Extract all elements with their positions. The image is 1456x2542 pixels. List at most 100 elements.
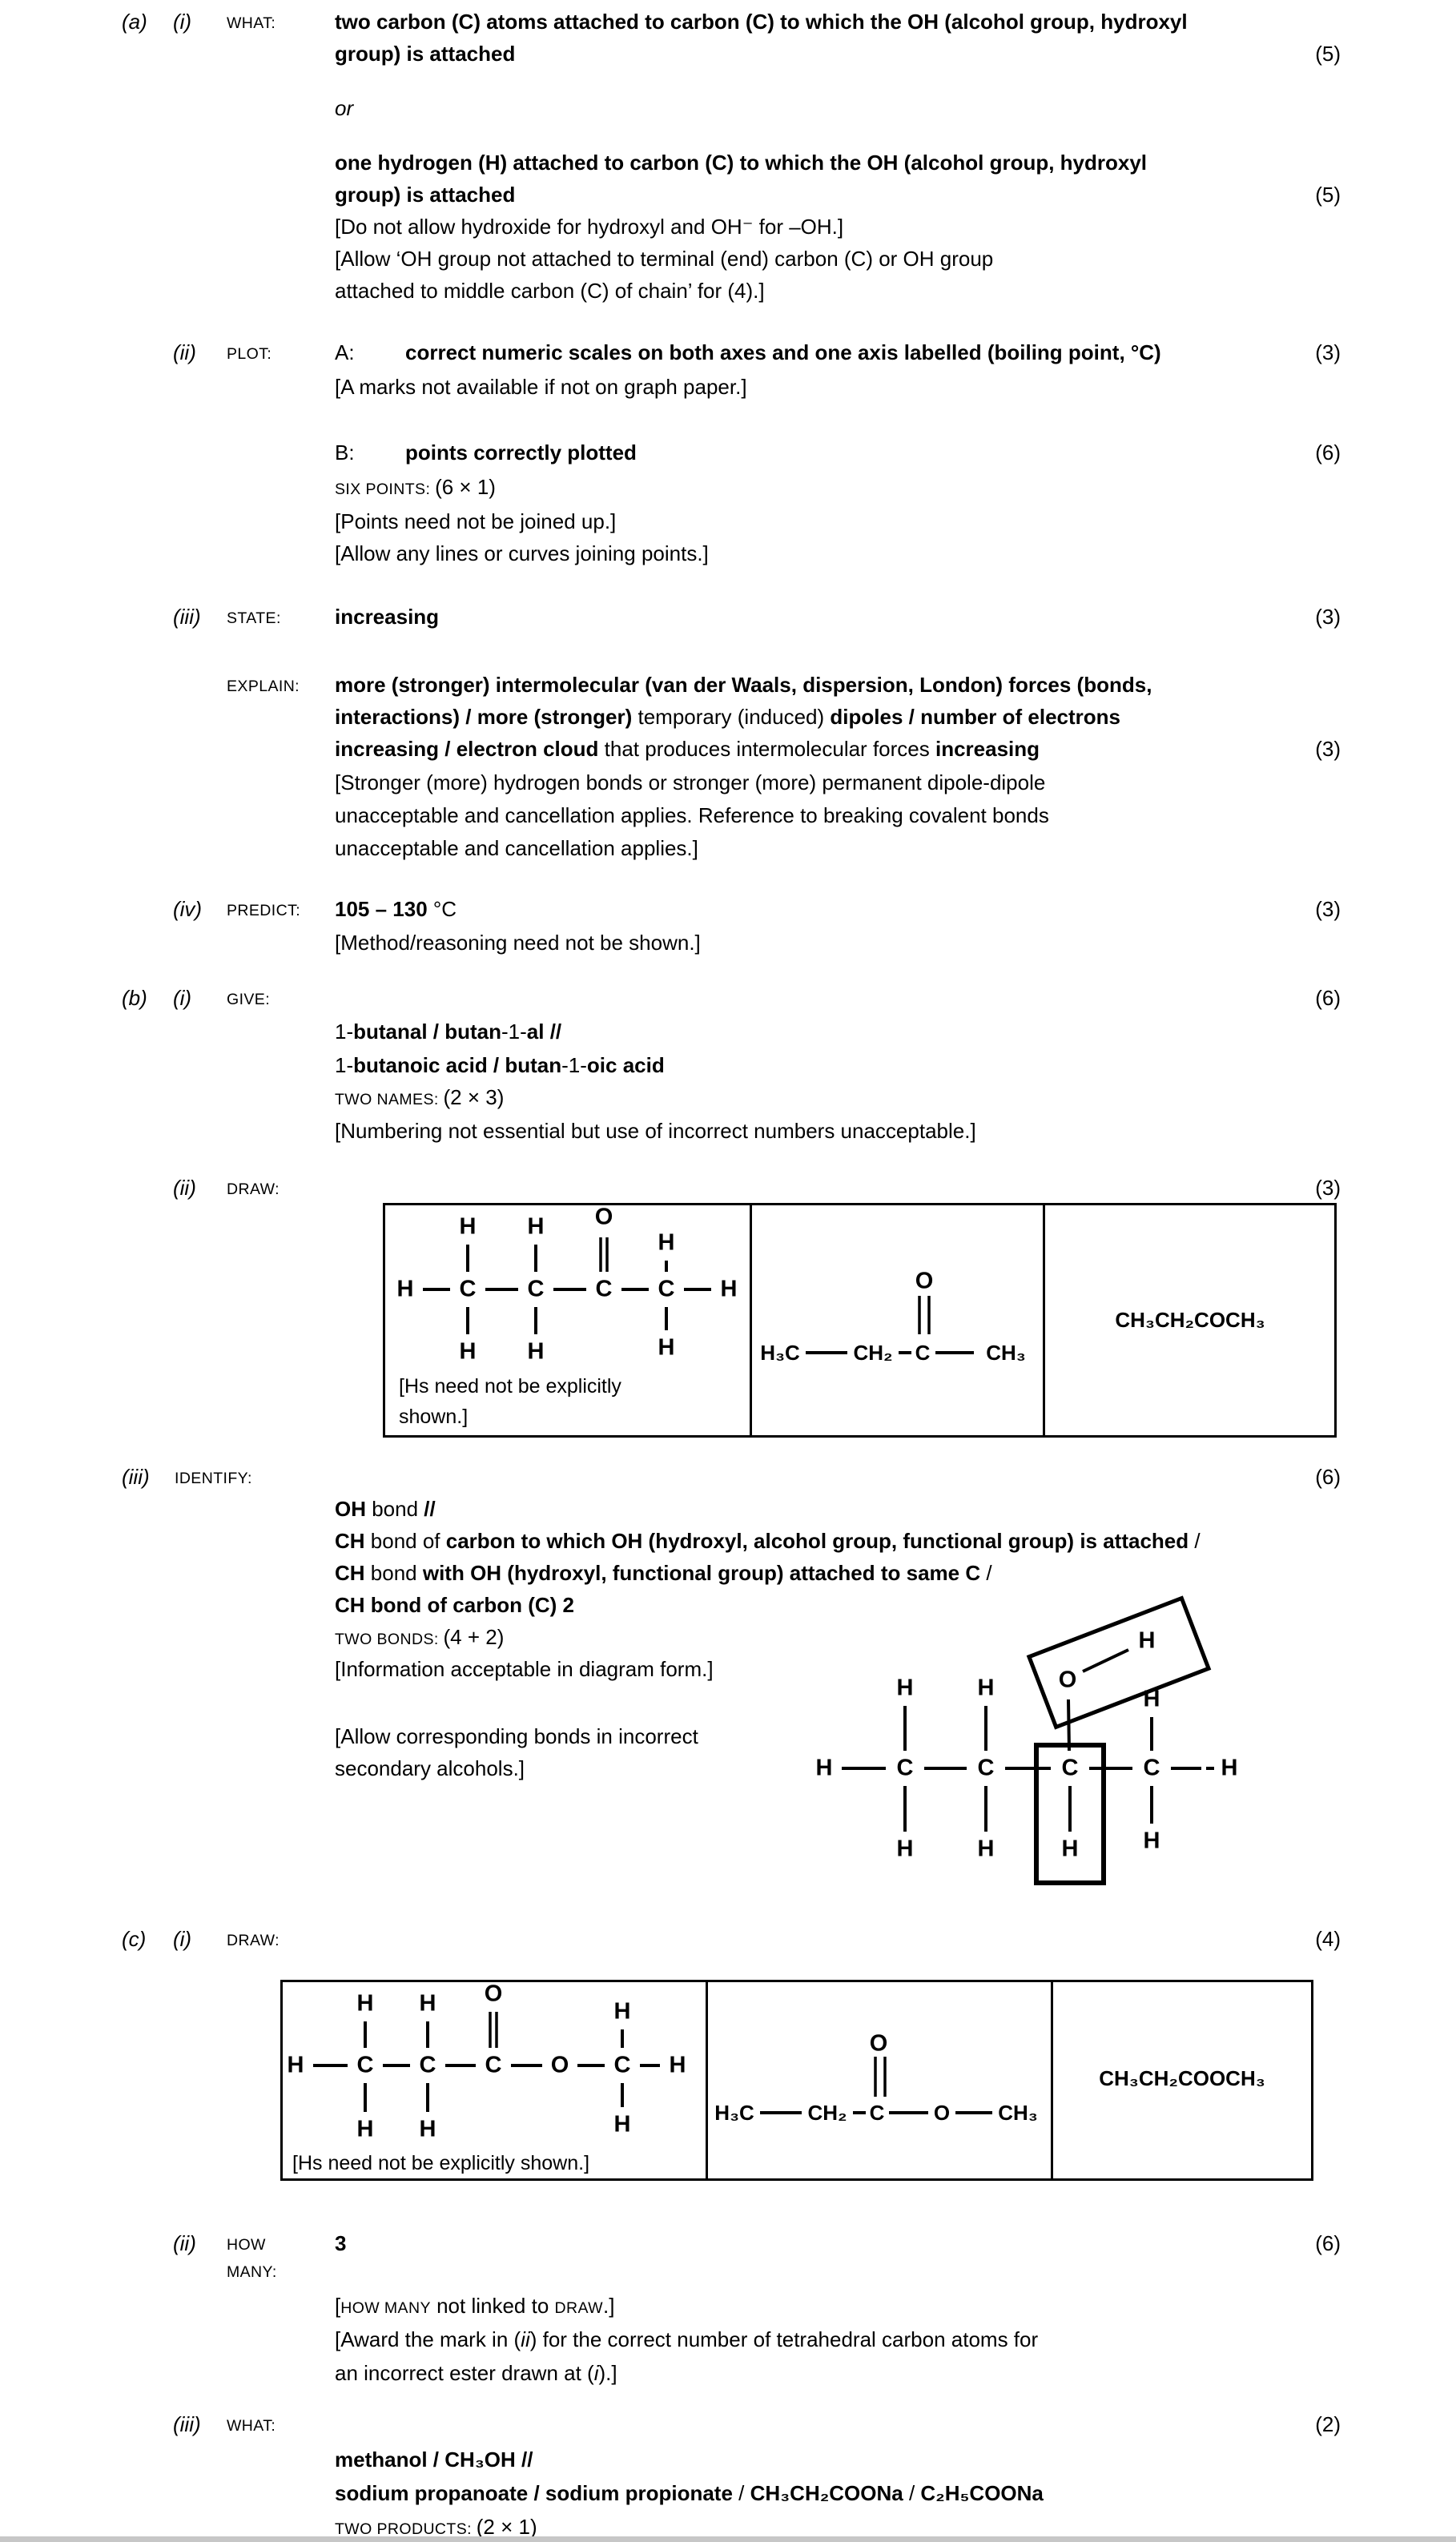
text-segment: increasing / electron cloud xyxy=(335,737,605,761)
atom-label: H xyxy=(459,1213,477,1240)
atom-label: H xyxy=(356,1990,374,2017)
atom-label: C xyxy=(613,2052,631,2078)
text-line: [Allow ‘OH group not attached to termina… xyxy=(335,245,993,272)
roman-label: (ii) xyxy=(173,340,196,364)
verb-label: PREDICT: xyxy=(227,902,301,919)
atom-label: H xyxy=(1221,1755,1238,1781)
answer-table xyxy=(280,1980,1313,2181)
text-line: more (stronger) intermolecular (van der … xyxy=(335,671,1152,698)
atom-label: H xyxy=(669,2052,686,2078)
text-segment: an incorrect ester drawn at ( xyxy=(335,2361,594,2385)
answer-table xyxy=(383,1203,1337,1438)
atom-label: H xyxy=(396,1276,414,1302)
text-line: group) is attached xyxy=(335,40,515,67)
atom-label: H xyxy=(1143,1828,1160,1854)
text-line: or xyxy=(335,95,353,122)
verb-label: HOW xyxy=(227,2236,266,2254)
text-line: [Allow corresponding bonds in incorrect xyxy=(335,1723,698,1750)
atom-label: H xyxy=(527,1213,545,1240)
text-segment: (2 × 1) xyxy=(476,2515,537,2539)
text-segment: / xyxy=(903,2481,921,2505)
text-segment: that produces intermolecular forces xyxy=(604,737,935,761)
atom-label: C xyxy=(658,1276,675,1302)
atom-label: O xyxy=(1058,1667,1077,1693)
marks-label: (3) xyxy=(1315,737,1341,761)
text-segment: 1- xyxy=(335,1020,354,1044)
text-line: CH bond of carbon (C) 2 xyxy=(335,1591,574,1619)
marks-label: (6) xyxy=(1315,986,1341,1010)
text-segment: [ xyxy=(335,2294,341,2318)
text-segment: / xyxy=(732,2481,750,2505)
bond-line xyxy=(1082,1648,1129,1673)
atom-label: O xyxy=(933,2101,951,2125)
text-segment: CH bond of carbon (C) 2 xyxy=(335,1593,574,1617)
marks-label: (4) xyxy=(1315,1927,1341,1951)
text-line: an incorrect ester drawn at (i).] xyxy=(335,2359,617,2387)
text-line: [Points need not be joined up.] xyxy=(335,508,616,535)
text-segment: oic acid xyxy=(586,1053,665,1077)
atom-label: CH₃CH₂COCH₃ xyxy=(1115,1308,1265,1332)
text-segment: group) is attached xyxy=(335,183,516,207)
atom-label: C xyxy=(485,2052,502,2078)
text-segment: HOW MANY xyxy=(340,2299,431,2317)
atom-label: C xyxy=(896,1755,914,1781)
text-segment: one hydrogen (H) attached to carbon (C) … xyxy=(335,151,1148,175)
atom-label: H₃C xyxy=(760,1341,800,1365)
text-segment: butanoic acid / butan xyxy=(353,1053,562,1077)
text-line: [Numbering not essential but use of inco… xyxy=(335,1117,976,1144)
verb-label: DRAW: xyxy=(227,1932,280,1949)
highlight-box xyxy=(1026,1595,1212,1730)
bottom-edge xyxy=(0,2536,1456,2542)
atom-label: H xyxy=(613,2111,631,2138)
table-divider xyxy=(1043,1203,1045,1438)
marks-label: (6) xyxy=(1315,440,1341,465)
roman-label: (iii) xyxy=(173,2412,201,2436)
roman-label: (iii) xyxy=(173,605,201,629)
text-segment: bond xyxy=(366,1497,424,1521)
text-segment: two carbon (C) atoms attached to carbon … xyxy=(335,10,1188,34)
verb-label: EXPLAIN: xyxy=(227,678,300,695)
atom-label: H xyxy=(977,1675,995,1701)
marks-label: (3) xyxy=(1315,340,1341,364)
atom-label: CH₃CH₂COOCH₃ xyxy=(1099,2066,1265,2090)
text-segment: attached to middle carbon (C) of chain’ … xyxy=(335,279,765,303)
text-segment: TWO PRODUCTS: xyxy=(335,2520,477,2538)
marks-label: (3) xyxy=(1315,897,1341,921)
text-segment: [Stronger (more) hydrogen bonds or stron… xyxy=(335,770,1046,794)
atom-label: H xyxy=(658,1229,675,1256)
text-segment: CH xyxy=(335,1561,365,1585)
text-segment: (6 × 1) xyxy=(435,475,496,499)
text-segment: bond xyxy=(364,1561,423,1585)
text-segment: [Allow any lines or curves joining point… xyxy=(335,541,709,565)
text-line: interactions) / more (stronger) temporar… xyxy=(335,703,1120,730)
text-segment: [Allow corresponding bonds in incorrect xyxy=(335,1724,698,1748)
text-line: [HOW MANY not linked to DRAW.] xyxy=(335,2292,614,2322)
atom-label: C xyxy=(459,1276,477,1302)
text-line: sodium propanoate / sodium propionate / … xyxy=(335,2480,1044,2507)
text-segment: temporary (induced) xyxy=(638,705,831,729)
text-segment: dipoles / number of electrons xyxy=(830,705,1121,729)
text-segment: // xyxy=(424,1497,436,1521)
text-segment: 3 xyxy=(335,2231,347,2255)
text-segment: [Do not allow hydroxide for hydroxyl and… xyxy=(335,215,844,239)
text-segment: OH xyxy=(335,1497,366,1521)
text-segment: bond of xyxy=(364,1529,446,1553)
text-segment: -1- xyxy=(501,1020,527,1044)
text-segment: (4 + 2) xyxy=(443,1625,505,1649)
atom-label: C xyxy=(869,2101,885,2125)
text-line: TWO BONDS: (4 + 2) xyxy=(335,1623,504,1653)
text-line: unacceptable and cancellation applies. R… xyxy=(335,802,1049,829)
text-segment: (2 × 3) xyxy=(443,1085,505,1109)
text-segment: secondary alcohols.] xyxy=(335,1756,525,1780)
atom-label: CH₂ xyxy=(807,2101,847,2125)
atom-label: H xyxy=(720,1276,738,1302)
text-line: B: points correctly plotted xyxy=(335,439,637,466)
text-line: [Stronger (more) hydrogen bonds or stron… xyxy=(335,769,1045,796)
text-segment: not linked to xyxy=(430,2294,555,2318)
text-segment: [A marks not available if not on graph p… xyxy=(335,375,747,399)
roman-label: (i) xyxy=(173,10,192,34)
atom-label: H xyxy=(1061,1836,1079,1862)
marks-label: (5) xyxy=(1315,42,1341,66)
marks-label: (6) xyxy=(1315,2231,1341,2255)
